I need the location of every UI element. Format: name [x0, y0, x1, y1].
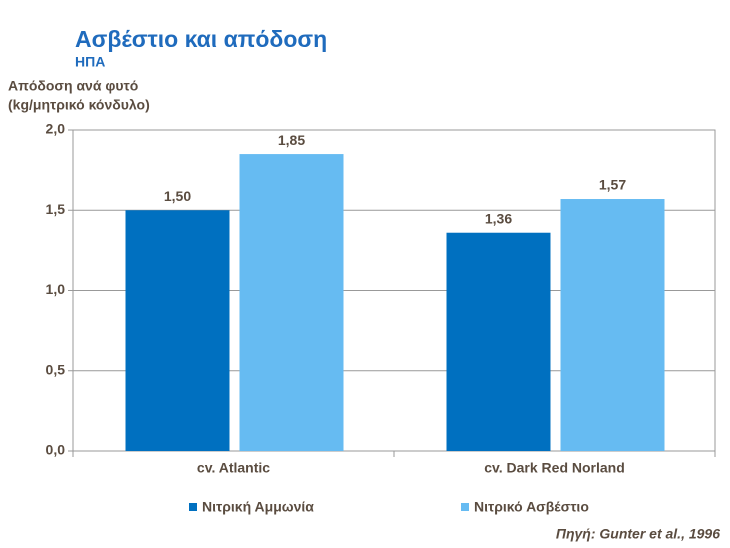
y-tick-label: 1,5	[46, 201, 66, 217]
chart-title: Ασβέστιο και απόδοση	[75, 26, 327, 52]
legend-label: Νιτρικό Ασβέστιο	[474, 499, 589, 515]
source-note: Πηγή: Gunter et al., 1996	[556, 526, 720, 542]
data-label: 1,57	[599, 177, 626, 193]
data-label: 1,36	[485, 210, 512, 226]
legend-swatch	[461, 503, 469, 511]
y-tick-label: 2,0	[46, 121, 66, 137]
y-tick-label: 0,5	[46, 361, 66, 377]
bar	[125, 210, 230, 451]
data-label: 1,85	[278, 132, 305, 148]
y-tick-label: 1,0	[46, 281, 66, 297]
y-axis-label: Απόδοση ανά φυτό	[8, 78, 138, 94]
bar	[446, 232, 551, 451]
x-tick-label: cv. Dark Red Norland	[484, 460, 625, 476]
y-tick-label: 0,0	[46, 442, 66, 458]
bar	[239, 154, 344, 451]
bar	[560, 199, 665, 451]
y-axis-label: (kg/μητρικό κόνδυλο)	[8, 97, 150, 113]
chart-subtitle: ΗΠΑ	[75, 54, 105, 70]
legend-label: Νιτρική Αμμωνία	[202, 499, 314, 515]
data-label: 1,50	[164, 188, 191, 204]
x-tick-label: cv. Atlantic	[197, 460, 270, 476]
legend-swatch	[189, 503, 197, 511]
